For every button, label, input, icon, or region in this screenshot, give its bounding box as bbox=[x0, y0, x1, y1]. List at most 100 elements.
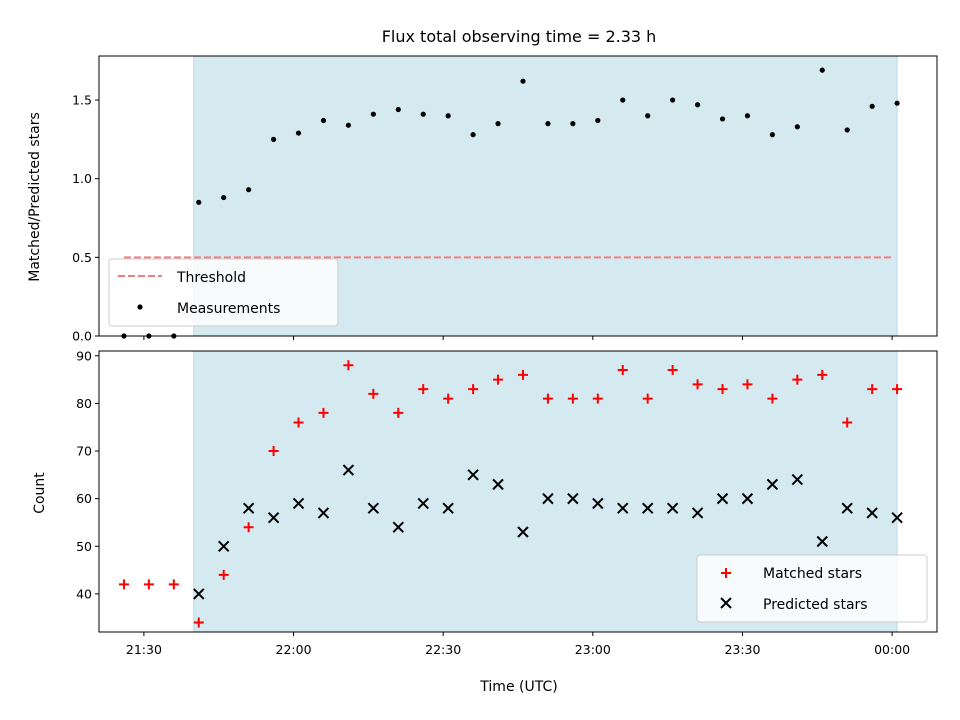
predicted-star-point bbox=[592, 497, 604, 510]
predicted-star-point bbox=[816, 535, 828, 548]
matched-star-point bbox=[118, 579, 129, 590]
matched-star-point bbox=[193, 617, 204, 628]
legend-bottom: Matched stars Predicted stars bbox=[696, 554, 928, 623]
legend-predicted-label: Predicted stars bbox=[763, 597, 868, 613]
y-tick-label: 50 bbox=[76, 539, 92, 554]
legend-box bbox=[696, 554, 928, 623]
legend-measurement-swatch bbox=[137, 304, 143, 310]
matched-star-point bbox=[567, 393, 578, 404]
matched-star-point bbox=[667, 365, 678, 376]
matched-star-point bbox=[717, 384, 728, 395]
measurement-point bbox=[819, 67, 825, 73]
measurement-point bbox=[794, 124, 800, 130]
matched-star-point bbox=[817, 369, 828, 380]
predicted-star-point bbox=[367, 502, 380, 514]
measurement-point bbox=[744, 113, 751, 119]
predicted-star-point bbox=[791, 473, 804, 486]
x-tick-label: 23:00 bbox=[575, 642, 611, 657]
predicted-star-point bbox=[766, 478, 779, 491]
measurement-point bbox=[420, 111, 426, 117]
measurement-point bbox=[395, 106, 401, 113]
predicted-star-point bbox=[716, 492, 729, 505]
predicted-star-point bbox=[866, 507, 878, 519]
matched-star-point bbox=[892, 384, 903, 395]
measurement-point bbox=[246, 187, 252, 193]
matched-star-point bbox=[443, 393, 454, 404]
matched-star-point bbox=[542, 393, 553, 404]
measurement-point bbox=[645, 113, 651, 119]
x-tick-label: 22:30 bbox=[425, 642, 461, 657]
matched-star-point bbox=[867, 384, 878, 395]
matched-star-point bbox=[143, 579, 154, 590]
matched-star-point bbox=[767, 393, 778, 404]
legend-matched-swatch bbox=[721, 568, 731, 578]
measurement-point bbox=[894, 100, 900, 106]
predicted-star-point bbox=[492, 478, 504, 491]
measurement-point bbox=[719, 116, 726, 122]
measurement-point bbox=[520, 78, 526, 84]
matched-star-point bbox=[493, 374, 504, 385]
measurement-point bbox=[620, 97, 626, 103]
matched-star-point bbox=[692, 379, 703, 390]
y-tick-label: 60 bbox=[76, 491, 92, 506]
predicted-star-point bbox=[666, 502, 679, 514]
matched-star-point bbox=[343, 360, 354, 371]
predicted-star-point bbox=[217, 540, 230, 552]
legend-threshold-label: Threshold bbox=[176, 270, 246, 286]
axes-frame bbox=[98, 55, 938, 337]
legend-box bbox=[108, 258, 339, 327]
predicted-star-point bbox=[841, 502, 853, 514]
measurement-point bbox=[844, 127, 850, 133]
y-tick-label: 40 bbox=[76, 586, 92, 601]
axes-frame bbox=[98, 350, 938, 633]
matched-star-point bbox=[393, 407, 404, 418]
matched-star-point bbox=[742, 379, 753, 390]
measurement-point bbox=[270, 136, 277, 142]
predicted-star-point bbox=[242, 502, 255, 514]
y-tick-label: 1.0 bbox=[72, 171, 92, 186]
matched-star-point bbox=[842, 417, 853, 428]
top-y-axis-label: Matched/Predicted stars bbox=[27, 112, 43, 282]
y-tick-label: 0.0 bbox=[72, 329, 92, 344]
legend-top: Threshold Measurements bbox=[108, 258, 339, 327]
x-tick-label: 21:30 bbox=[126, 642, 162, 657]
measurement-point bbox=[295, 130, 302, 136]
predicted-star-point bbox=[392, 521, 404, 533]
measurement-point bbox=[495, 121, 501, 127]
predicted-star-point bbox=[417, 497, 429, 510]
predicted-star-point bbox=[517, 526, 529, 538]
predicted-star-point bbox=[891, 511, 903, 524]
matched-star-point bbox=[418, 384, 429, 395]
matched-star-point bbox=[368, 388, 379, 399]
y-tick-label: 70 bbox=[76, 444, 92, 459]
measurement-point bbox=[670, 97, 676, 103]
measurement-point bbox=[595, 117, 601, 124]
x-tick-label: 23:30 bbox=[724, 642, 760, 657]
matched-star-point bbox=[592, 393, 603, 404]
measurement-point bbox=[869, 103, 875, 109]
measurement-point bbox=[545, 121, 551, 127]
measurement-point bbox=[445, 113, 451, 119]
measurement-point bbox=[570, 121, 576, 127]
y-tick-label: 80 bbox=[76, 396, 92, 411]
predicted-star-point bbox=[691, 507, 704, 519]
measurement-point bbox=[221, 194, 227, 201]
measurement-point bbox=[345, 122, 352, 128]
matched-star-point bbox=[642, 393, 653, 404]
measurement-point bbox=[320, 117, 327, 124]
matched-star-point bbox=[792, 374, 803, 385]
x-tick-label: 22:00 bbox=[276, 642, 312, 657]
matched-star-point bbox=[243, 522, 254, 533]
matched-star-point bbox=[268, 446, 279, 457]
x-tick-label: 00:00 bbox=[874, 642, 910, 657]
chart-title: Flux total observing time = 2.33 h bbox=[382, 27, 657, 46]
matched-star-point bbox=[218, 569, 229, 580]
legend-predicted-swatch bbox=[720, 597, 732, 609]
measurement-point bbox=[470, 132, 476, 138]
measurement-point bbox=[769, 132, 775, 138]
predicted-star-point bbox=[193, 588, 205, 600]
predicted-star-point bbox=[292, 497, 305, 510]
predicted-star-point bbox=[467, 469, 479, 481]
predicted-star-point bbox=[342, 464, 355, 476]
